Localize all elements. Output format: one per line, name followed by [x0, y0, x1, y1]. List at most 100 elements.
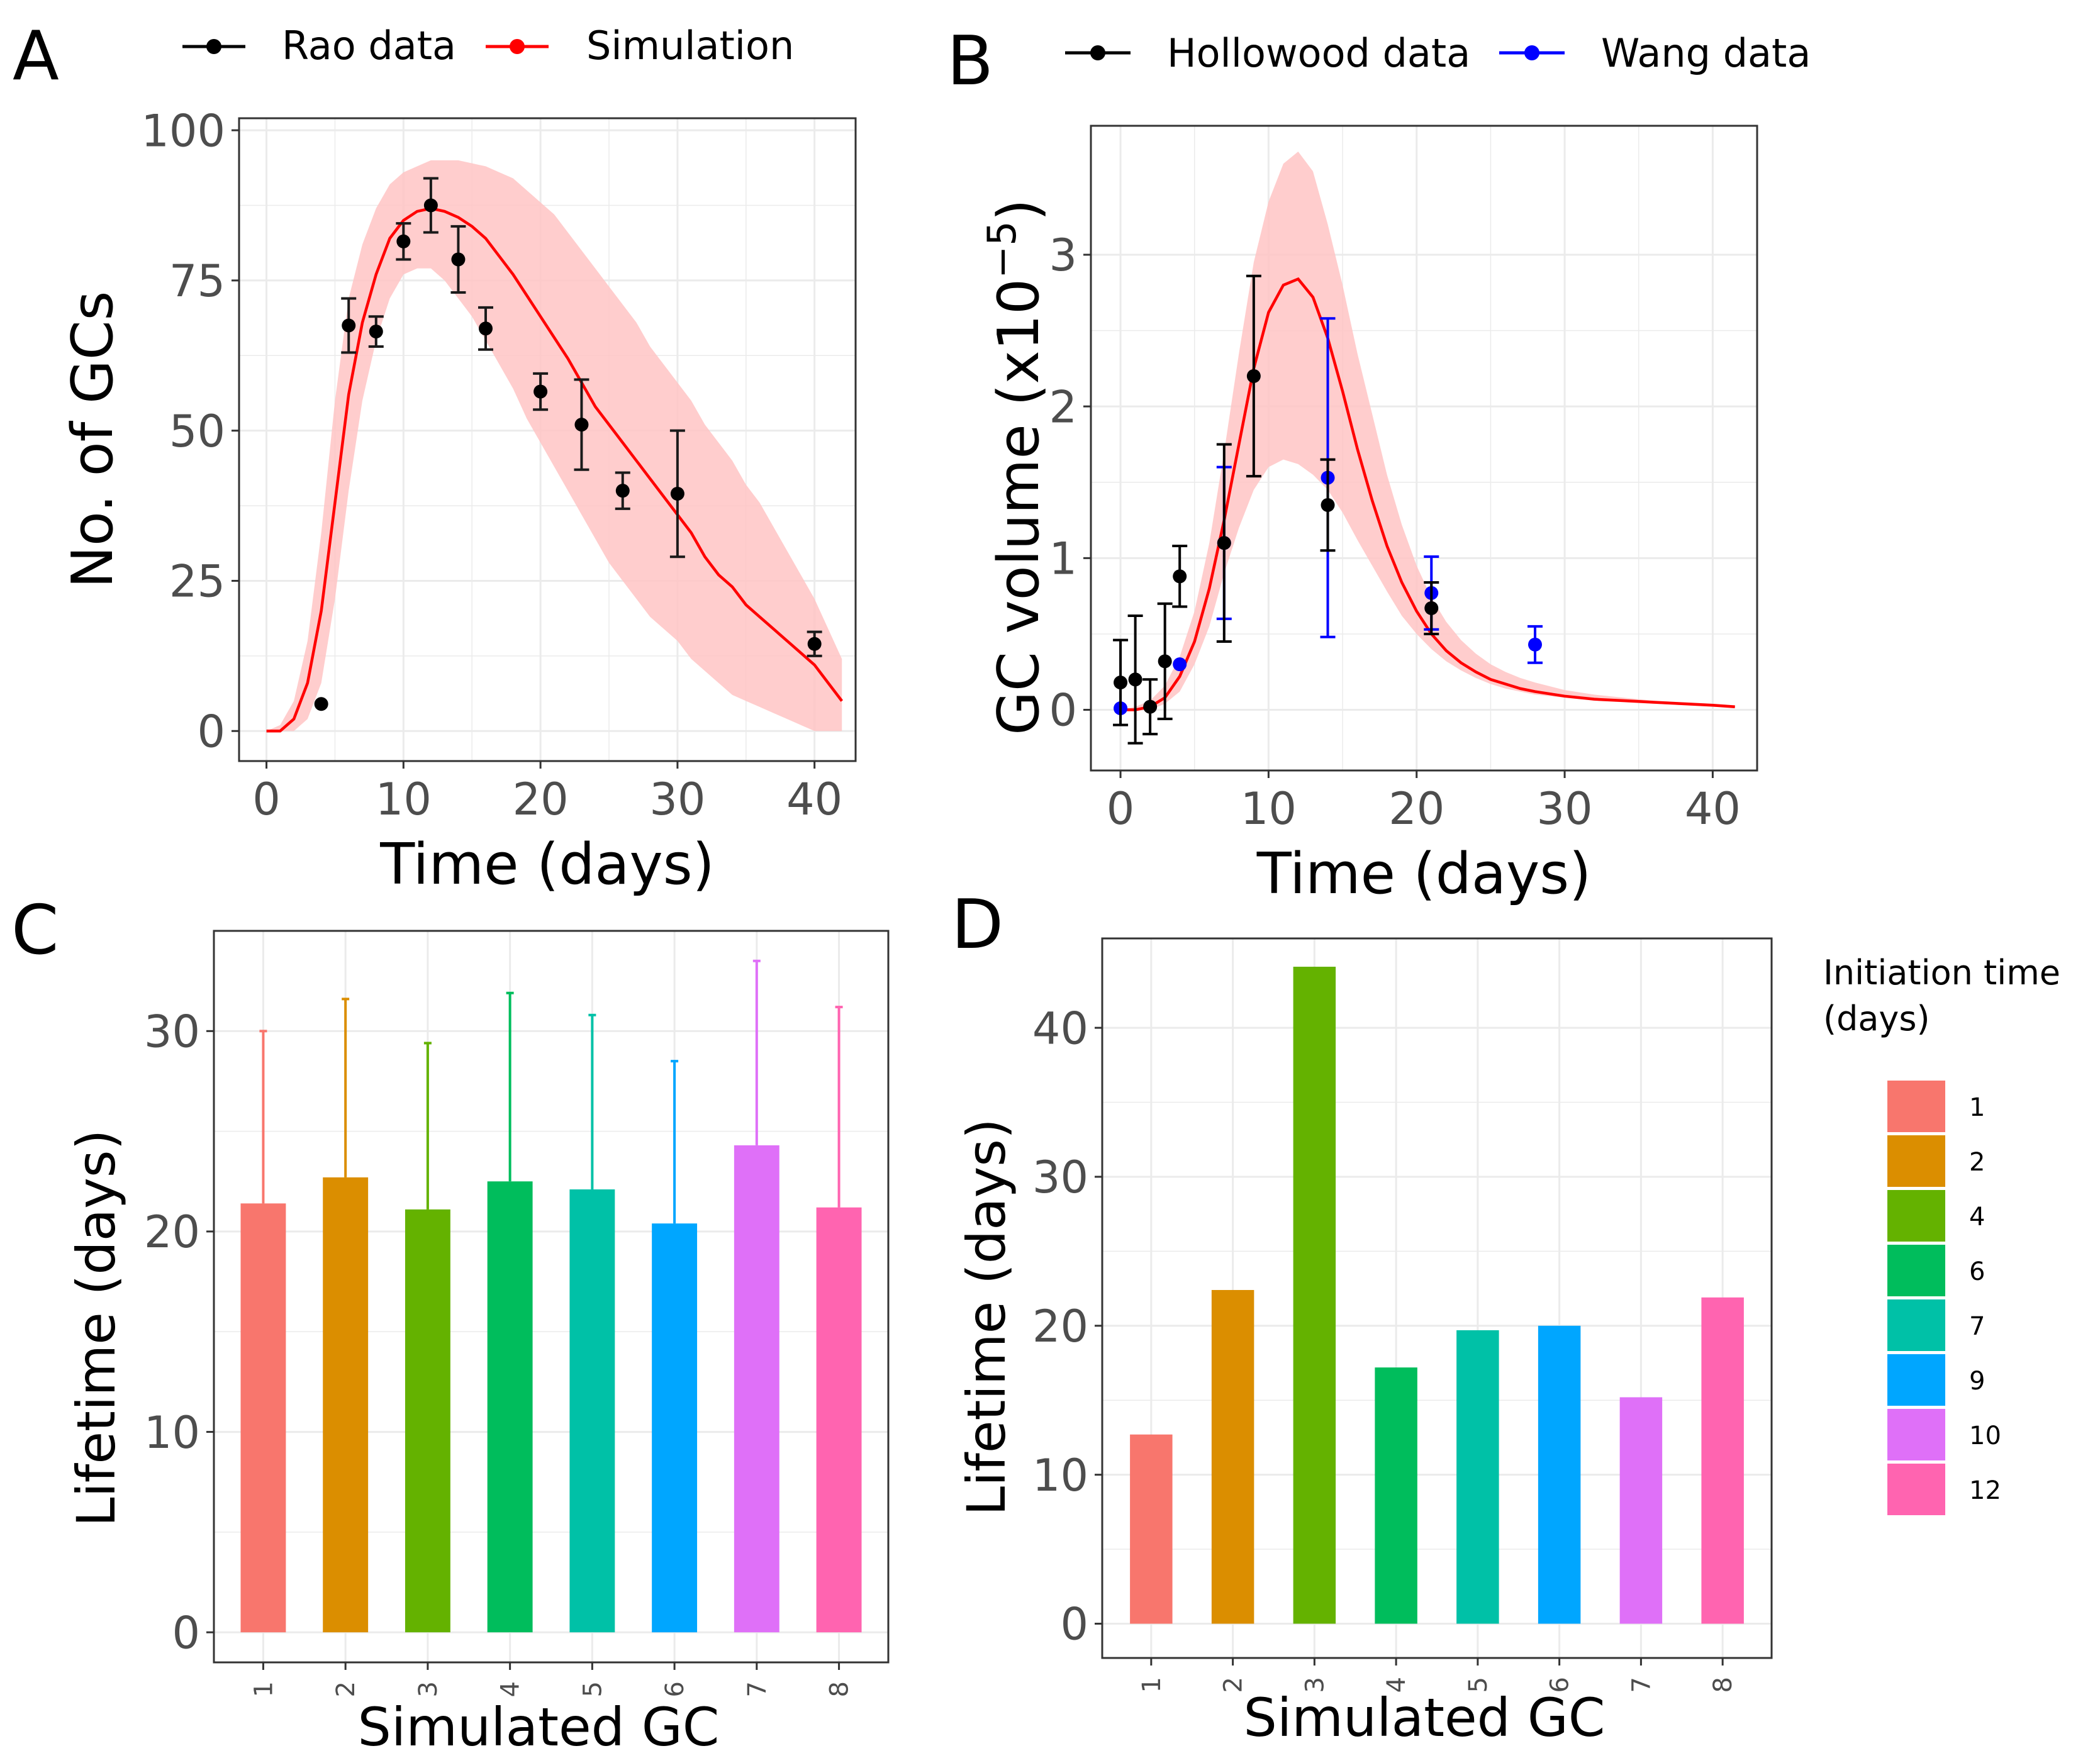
plot-border [1101, 937, 1773, 1659]
x-tick-label: 40 [1685, 783, 1741, 835]
lifetime-bar [652, 1223, 698, 1633]
panel-label-b: B [947, 22, 993, 101]
plot-background [214, 931, 888, 1662]
lifetime-bar [1619, 1397, 1663, 1624]
lifetime-bar [323, 1177, 369, 1633]
x-axis-title: Time (days) [379, 831, 715, 898]
lifetime-bar [816, 1207, 862, 1633]
lifetime-bar [1130, 1434, 1173, 1624]
hollowood-data-point [1128, 672, 1142, 687]
x-tick-label: 3 [1300, 1677, 1329, 1693]
y-tick-label: 25 [169, 556, 225, 608]
simulation-line [1120, 277, 1735, 711]
rao-data-point [670, 486, 684, 501]
x-tick-label: 1 [1137, 1677, 1166, 1693]
legend-label-simulation: Simulation [586, 23, 794, 69]
y-tick-label: 40 [1032, 1003, 1088, 1054]
hollowood-data-point [1158, 654, 1172, 669]
y-tick-label: 30 [1032, 1152, 1088, 1203]
lifetime-bar [1701, 1297, 1744, 1624]
legend-key-hollowood-point [1090, 45, 1105, 60]
x-tick-label: 6 [661, 1681, 690, 1697]
legend-swatch [1887, 1409, 1945, 1460]
legend-swatch [1887, 1299, 1945, 1351]
y-axis-title: Lifetime (days) [956, 1118, 1017, 1516]
hollowood-data-point [1114, 676, 1128, 690]
hollowood-data-point [1246, 369, 1261, 383]
y-tick-label: 50 [169, 406, 225, 457]
lifetime-bar [734, 1145, 779, 1633]
legend-entry-label: 6 [1969, 1257, 1985, 1286]
plot-border [238, 117, 857, 762]
x-axis-title: Time (days) [1256, 841, 1592, 907]
legend-swatch [1887, 1135, 1945, 1187]
simulation-band [266, 160, 842, 731]
y-axis-title-main: GC volume (x10 [986, 279, 1052, 735]
rao-data-point [314, 697, 328, 711]
y-tick-label: 1 [1049, 533, 1077, 585]
x-tick-label: 0 [252, 774, 281, 825]
legend-entry-label: 1 [1969, 1093, 1985, 1122]
plot-background [1091, 126, 1757, 770]
x-tick-label: 0 [1107, 783, 1135, 835]
y-axis-title: GC volume (x10−5) [979, 199, 1052, 735]
hollowood-data-point [1321, 498, 1335, 512]
legend-entry-label: 10 [1969, 1421, 2001, 1450]
plot-border [213, 930, 890, 1664]
wang-data-point [1173, 657, 1187, 672]
y-tick-label: 0 [1049, 685, 1077, 737]
x-tick-label: 20 [1388, 783, 1444, 835]
legend-label-wang: Wang data [1601, 30, 1811, 76]
y-axis-title: No. of GCs [60, 291, 126, 589]
lifetime-bar [1456, 1330, 1499, 1624]
x-tick-label: 10 [1241, 783, 1297, 835]
hollowood-data-point [1143, 699, 1158, 714]
y-axis-title-exponent: −5 [979, 221, 1025, 278]
x-tick-label: 4 [1382, 1677, 1411, 1693]
y-tick-label: 75 [169, 255, 225, 307]
y-tick-label: 2 [1049, 381, 1077, 433]
x-tick-label: 30 [649, 774, 705, 825]
legend-key-rao-point [206, 39, 221, 54]
plot-background [1102, 938, 1772, 1658]
lifetime-bar [240, 1203, 286, 1633]
legend-swatch [1887, 1190, 1945, 1242]
rao-data-point [342, 318, 356, 333]
legend-swatch [1887, 1464, 1945, 1515]
x-tick-label: 3 [414, 1681, 443, 1697]
legend-swatch [1887, 1245, 1945, 1296]
legend-title-line2: (days) [1823, 999, 1930, 1038]
legend-swatch [1887, 1354, 1945, 1406]
plot-border [1090, 125, 1758, 772]
x-axis-title: Simulated GC [358, 1696, 720, 1758]
y-tick-label: 30 [144, 1006, 200, 1058]
lifetime-bar [1375, 1367, 1417, 1624]
y-tick-label: 20 [1032, 1301, 1088, 1352]
hollowood-data-point [1173, 569, 1187, 584]
y-tick-label: 10 [1032, 1450, 1088, 1501]
legend-label-hollowood: Hollowood data [1167, 30, 1470, 76]
x-tick-label: 2 [1219, 1677, 1248, 1693]
lifetime-bar [405, 1209, 450, 1633]
rao-data-point [479, 321, 493, 336]
rao-data-point [396, 234, 411, 248]
legend-entry-label: 4 [1969, 1203, 1985, 1232]
legend-entry-label: 7 [1969, 1312, 1985, 1341]
rao-data-point [533, 384, 548, 399]
legend-key-simulation-point [510, 39, 525, 54]
legend-title-line1: Initiation time [1823, 953, 2060, 993]
panel-a-chart: 0 25 50 75 100 0 10 20 30 40 Time (days) No. of GCs… [60, 23, 857, 898]
lifetime-bar [1211, 1289, 1254, 1624]
x-tick-label: 4 [496, 1681, 525, 1697]
simulation-line [266, 206, 844, 733]
legend-entry-label: 12 [1969, 1476, 2001, 1505]
x-tick-label: 5 [578, 1681, 607, 1697]
lifetime-bar [1538, 1325, 1581, 1624]
rao-data-point [574, 418, 589, 432]
lifetime-bar [1293, 967, 1336, 1624]
panel-c-chart: 0 10 20 30 1 2 3 4 5 6 7 8 Simulated GC Lifetime (day… [65, 930, 890, 1758]
rao-data-point [615, 484, 630, 498]
y-tick-label: 0 [1060, 1599, 1088, 1650]
